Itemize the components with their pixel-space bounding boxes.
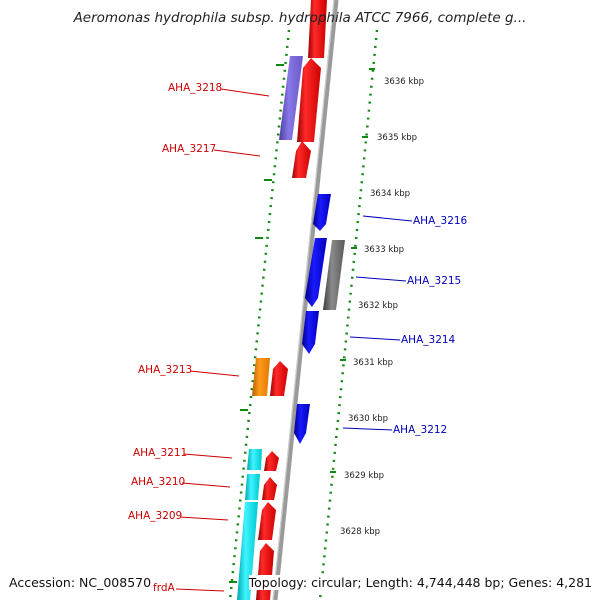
kbp-tick-labels: 3636 kbp 3635 kbp 3634 kbp 3633 kbp 3632…	[340, 77, 424, 537]
right-gene-labels: AHA_3216 AHA_3215 AHA_3214 AHA_3212	[342, 215, 468, 436]
label-frdA[interactable]: frdA	[153, 582, 175, 594]
label-AHA_3213[interactable]: AHA_3213	[138, 364, 192, 376]
label-AHA_3210[interactable]: AHA_3210	[131, 476, 185, 488]
ring-dotted-left	[228, 29, 291, 600]
gene-frdA[interactable]	[256, 543, 274, 600]
kbp-label-4: 3632 kbp	[358, 301, 398, 311]
kbp-label-7: 3629 kbp	[344, 471, 384, 481]
left-gene-labels: AHA_3218 AHA_3217 AHA_3213 AHA_3211 AHA_…	[128, 82, 270, 594]
gene-AHA_3209-red[interactable]	[258, 502, 276, 540]
label-AHA_3217[interactable]: AHA_3217	[162, 143, 216, 155]
kbp-label-8: 3628 kbp	[340, 527, 380, 537]
gene-AHA_3217[interactable]	[292, 141, 311, 178]
ring-tick-marks	[229, 64, 375, 583]
gene-AHA_3210-red[interactable]	[262, 477, 277, 500]
topology-summary: Topology: circular; Length: 4,744,448 bp…	[248, 575, 592, 590]
map-title: Aeromonas hydrophila subsp. hydrophila A…	[73, 10, 527, 26]
gene-AHA_3216[interactable]	[313, 194, 331, 231]
label-AHA_3216[interactable]: AHA_3216	[413, 215, 468, 227]
gene-AHA_3213-red[interactable]	[270, 361, 288, 396]
gene-AHA_3211-red[interactable]	[264, 451, 279, 471]
kbp-label-5: 3631 kbp	[353, 358, 393, 368]
genome-backbone-highlight	[272, 0, 335, 600]
kbp-label-1: 3635 kbp	[377, 133, 417, 143]
label-AHA_3215[interactable]: AHA_3215	[407, 275, 461, 287]
accession-text: Accession: NC_008570	[9, 575, 152, 590]
kbp-label-2: 3634 kbp	[370, 189, 410, 199]
gene-AHA_3213[interactable]	[252, 358, 270, 396]
label-AHA_3214[interactable]: AHA_3214	[401, 334, 456, 346]
kbp-label-3: 3633 kbp	[364, 245, 404, 255]
gene-AHA_3218-red[interactable]	[297, 58, 321, 142]
genome-backbone	[272, 0, 339, 600]
kbp-label-0: 3636 kbp	[384, 77, 424, 87]
gene-AHA_3210[interactable]	[245, 474, 260, 500]
ring-dotted-right	[318, 29, 379, 600]
label-AHA_3218[interactable]: AHA_3218	[168, 82, 222, 94]
gene-AHA_3209[interactable]	[237, 502, 258, 600]
label-AHA_3209[interactable]: AHA_3209	[128, 510, 182, 522]
gene-AHA_3211[interactable]	[247, 449, 262, 470]
label-AHA_3212[interactable]: AHA_3212	[393, 424, 447, 436]
gene-top-red[interactable]	[308, 0, 327, 58]
gene-AHA_3218[interactable]	[279, 56, 303, 140]
gene-AHA_3215-gray[interactable]	[323, 240, 345, 310]
gene-AHA_3212[interactable]	[294, 404, 310, 444]
kbp-label-6: 3630 kbp	[348, 414, 388, 424]
label-AHA_3211[interactable]: AHA_3211	[133, 447, 187, 459]
gene-AHA_3215[interactable]	[305, 238, 327, 307]
gene-AHA_3214[interactable]	[302, 311, 319, 354]
